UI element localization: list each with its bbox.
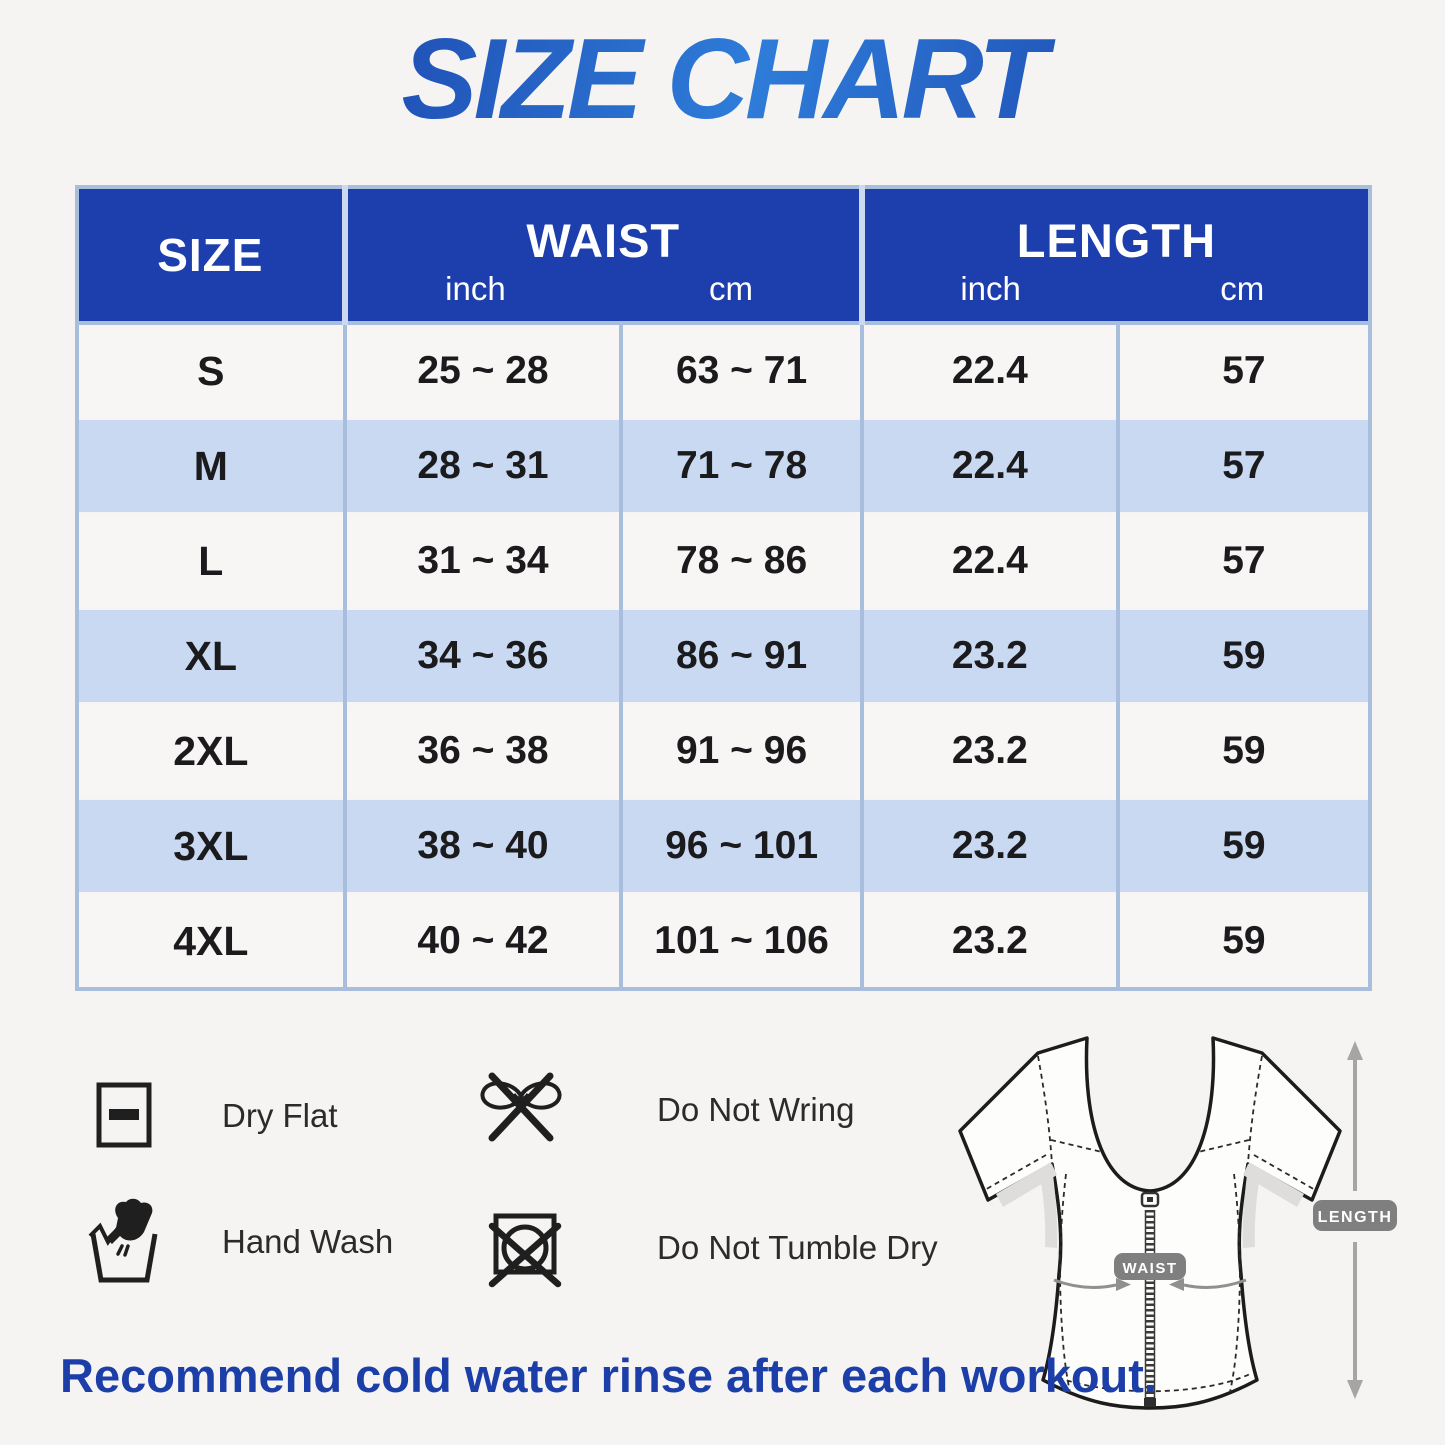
do-not-wring-icon xyxy=(480,1072,562,1142)
length-arrow-icon xyxy=(1347,1041,1363,1399)
length-inch-cell: 23.2 xyxy=(859,892,1118,989)
waist-inch-cell: 40 ~ 42 xyxy=(342,892,622,989)
length-badge-label: LENGTH xyxy=(1318,1209,1393,1226)
size-header-label: SIZE xyxy=(157,229,264,281)
waist-cm-cell: 91 ~ 96 xyxy=(619,702,862,799)
length-cm-cell: 59 xyxy=(1115,607,1370,704)
dry-flat-label: Dry Flat xyxy=(222,1097,338,1134)
waist-inch-cell: 34 ~ 36 xyxy=(342,607,622,704)
length-inch-cell: 23.2 xyxy=(859,702,1118,799)
dry-flat-icon xyxy=(96,1082,152,1148)
table-row: 4XL 40 ~ 42 101 ~ 106 23.2 59 xyxy=(77,892,1370,989)
do-not-wring-label: Do Not Wring xyxy=(657,1091,855,1128)
length-inch-cell: 22.4 xyxy=(859,417,1118,514)
column-header-size: SIZE xyxy=(77,187,345,325)
size-cell: M xyxy=(77,417,345,514)
waist-inch-cell: 28 ~ 31 xyxy=(342,417,622,514)
waist-cm-cell: 101 ~ 106 xyxy=(619,892,862,989)
garment-seams xyxy=(982,1055,1318,1393)
waist-inch-cell: 36 ~ 38 xyxy=(342,702,622,799)
length-inch-cell: 23.2 xyxy=(859,797,1118,894)
waist-inch-cell: 31 ~ 34 xyxy=(342,512,622,609)
do-not-tumble-dry-label: Do Not Tumble Dry xyxy=(657,1229,938,1266)
waist-inch-cell: 38 ~ 40 xyxy=(342,797,622,894)
page-title: SIZE CHART xyxy=(0,14,1445,145)
column-header-waist: WAIST inch cm xyxy=(341,187,862,325)
length-inch-unit-label: inch xyxy=(960,269,1021,307)
zipper-icon xyxy=(1140,1191,1160,1407)
size-cell: XL xyxy=(77,607,345,704)
waist-badge: WAIST xyxy=(1114,1253,1186,1280)
length-cm-cell: 57 xyxy=(1115,323,1370,419)
table-row: L 31 ~ 34 78 ~ 86 22.4 57 xyxy=(77,512,1370,609)
column-header-length: LENGTH inch cm xyxy=(858,187,1370,325)
table-row: M 28 ~ 31 71 ~ 78 22.4 57 xyxy=(77,417,1370,514)
garment-diagram: WAIST LENGTH xyxy=(958,1036,1397,1410)
table-row: S 25 ~ 28 63 ~ 71 22.4 57 xyxy=(77,323,1370,419)
size-cell: 3XL xyxy=(77,797,345,894)
waist-inch-cell: 25 ~ 28 xyxy=(342,323,622,419)
hand-wash-label: Hand Wash xyxy=(222,1223,394,1260)
waist-cm-cell: 96 ~ 101 xyxy=(619,797,862,894)
length-cm-cell: 59 xyxy=(1115,797,1370,894)
length-cm-unit-label: cm xyxy=(1220,269,1265,307)
waist-inch-unit-label: inch xyxy=(445,269,506,307)
footnote-text: Recommend cold water rinse after each wo… xyxy=(60,1349,1157,1402)
length-cm-cell: 57 xyxy=(1115,512,1370,609)
hand-wash-icon xyxy=(88,1198,158,1283)
length-cm-cell: 59 xyxy=(1115,892,1370,989)
waist-arrow-icon xyxy=(1053,1278,1247,1291)
size-cell: 2XL xyxy=(77,702,345,799)
waist-header-label: WAIST xyxy=(526,213,681,267)
size-table: SIZE WAIST inch cm LENGTH inch cm xyxy=(75,185,1372,991)
table-row: 3XL 38 ~ 40 96 ~ 101 23.2 59 xyxy=(77,797,1370,894)
waist-badge-label: WAIST xyxy=(1123,1260,1178,1277)
waist-cm-cell: 86 ~ 91 xyxy=(619,607,862,704)
length-cm-cell: 57 xyxy=(1115,417,1370,514)
size-cell: S xyxy=(77,323,345,419)
length-badge: LENGTH xyxy=(1313,1200,1397,1231)
length-cm-cell: 59 xyxy=(1115,702,1370,799)
length-inch-cell: 23.2 xyxy=(859,607,1118,704)
waist-cm-cell: 71 ~ 78 xyxy=(619,417,862,514)
waist-cm-cell: 78 ~ 86 xyxy=(619,512,862,609)
table-header-row: SIZE WAIST inch cm LENGTH inch cm xyxy=(77,187,1370,325)
length-inch-cell: 22.4 xyxy=(859,512,1118,609)
waist-cm-cell: 63 ~ 71 xyxy=(619,323,862,419)
table-row: 2XL 36 ~ 38 91 ~ 96 23.2 59 xyxy=(77,702,1370,799)
waist-cm-unit-label: cm xyxy=(709,269,754,307)
size-cell: 4XL xyxy=(77,892,345,989)
length-header-label: LENGTH xyxy=(1016,213,1217,267)
size-cell: L xyxy=(77,512,345,609)
length-inch-cell: 22.4 xyxy=(859,323,1118,419)
garment-shaded-panels xyxy=(996,1162,1304,1248)
table-row: XL 34 ~ 36 86 ~ 91 23.2 59 xyxy=(77,607,1370,704)
do-not-tumble-dry-icon xyxy=(488,1213,562,1288)
